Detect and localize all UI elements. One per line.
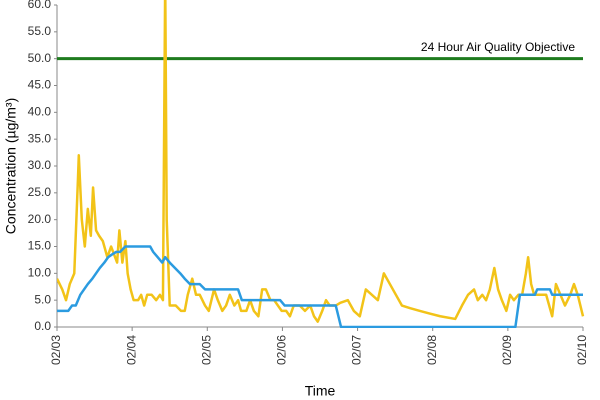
y-tick-label: 15.0: [28, 239, 52, 253]
x-tick-label: 02/08: [425, 335, 439, 365]
x-tick-label: 02/03: [49, 335, 63, 365]
x-tick-label: 02/06: [275, 335, 289, 365]
y-tick-label: 45.0: [28, 78, 52, 92]
y-tick-label: 25.0: [28, 185, 52, 199]
y-tick-label: 10.0: [28, 266, 52, 280]
x-tick-label: 02/04: [124, 335, 138, 365]
x-tick-label: 02/07: [350, 335, 364, 365]
data-line: [57, 245, 583, 328]
y-tick-label: 35.0: [28, 131, 52, 145]
objective-label: 24 Hour Air Quality Objective: [421, 40, 575, 54]
y-tick-label: 30.0: [28, 158, 52, 172]
y-tick-label: 60.0: [28, 0, 52, 11]
y-tick-label: 40.0: [28, 105, 52, 119]
y-tick-label: 5.0: [34, 292, 51, 306]
y-tick-label: 20.0: [28, 212, 52, 226]
y-tick-label: 0.0: [34, 319, 51, 333]
y-axis-label: Concentration (µg/m³): [3, 98, 19, 234]
x-tick-label: 02/05: [199, 335, 213, 365]
y-tick-label: 55.0: [28, 24, 52, 38]
x-axis-label: Time: [305, 383, 336, 399]
plot-area: [57, 0, 585, 328]
x-tick-label: 02/09: [500, 335, 514, 365]
y-tick-label: 50.0: [28, 51, 52, 65]
x-tick-label: 02/10: [575, 335, 589, 365]
